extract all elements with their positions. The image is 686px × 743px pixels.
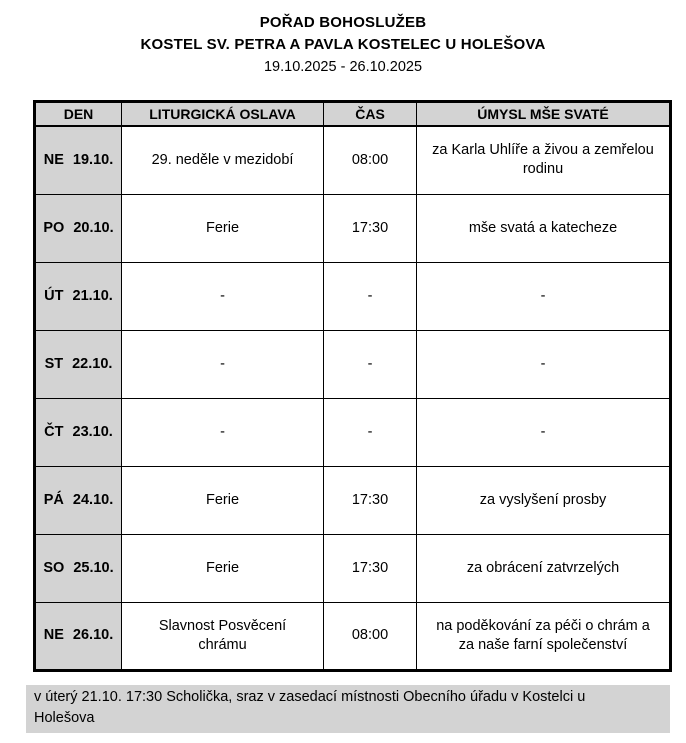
schedule-table-header: DEN LITURGICKÁ OSLAVA ČAS ÚMYSL MŠE SVAT… bbox=[34, 101, 671, 127]
column-header-liturgicka-oslava: LITURGICKÁ OSLAVA bbox=[121, 101, 324, 127]
time-cell: - bbox=[323, 397, 417, 467]
day-cell: ST 22.10. bbox=[34, 329, 122, 399]
celebration-text: Slavnost Posvěcení chrámu bbox=[158, 617, 287, 653]
intention-text: - bbox=[540, 423, 546, 440]
day-abbrev: PÁ bbox=[43, 491, 64, 508]
time-cell: 17:30 bbox=[323, 193, 417, 263]
table-row: PO 20.10. Ferie 17:30 mše svatá a kateche… bbox=[34, 193, 671, 263]
day-cell: NE 26.10. bbox=[34, 601, 122, 671]
column-header-umysl-mse-svate: ÚMYSL MŠE SVATÉ bbox=[416, 101, 671, 127]
table-row: NE 26.10. Slavnost Posvěcení chrámu 08:00… bbox=[34, 601, 671, 671]
intention-cell: - bbox=[416, 329, 671, 399]
time-cell: - bbox=[323, 329, 417, 399]
celebration-cell: Slavnost Posvěcení chrámu bbox=[121, 601, 324, 671]
footer-note: v úterý 21.10. 17:30 Scholička, sraz v z… bbox=[26, 684, 670, 733]
intention-text: za obrácení zatvrzelých bbox=[466, 559, 620, 576]
celebration-cell: Ferie bbox=[121, 193, 324, 263]
intention-text: - bbox=[540, 355, 546, 372]
time-cell: 17:30 bbox=[323, 465, 417, 535]
day-cell: PÁ 24.10. bbox=[34, 465, 122, 535]
page-subtitle: KOSTEL SV. PETRA A PAVLA KOSTELEC U HOLE… bbox=[140, 36, 546, 53]
celebration-cell: - bbox=[121, 397, 324, 467]
day-cell: PO 20.10. bbox=[34, 193, 122, 263]
time-cell: 08:00 bbox=[323, 601, 417, 671]
time-cell: 08:00 bbox=[323, 125, 417, 195]
schedule-table-body: NE 19.10. 29. neděle v mezidobí 08:00 za … bbox=[34, 125, 671, 671]
day-abbrev: ÚT bbox=[44, 287, 64, 304]
day-abbrev: SO bbox=[43, 559, 65, 576]
day-abbrev: ST bbox=[44, 355, 64, 372]
celebration-cell: - bbox=[121, 329, 324, 399]
intention-cell: - bbox=[416, 261, 671, 331]
celebration-text: Ferie bbox=[205, 559, 240, 576]
celebration-text: - bbox=[220, 287, 225, 304]
celebration-text: - bbox=[220, 423, 225, 440]
day-date: 22.10. bbox=[72, 355, 113, 372]
schedule-table: DEN LITURGICKÁ OSLAVA ČAS ÚMYSL MŠE SVAT… bbox=[33, 100, 672, 672]
table-row: ČT 23.10. - - - bbox=[34, 397, 671, 467]
day-cell: SO 25.10. bbox=[34, 533, 122, 603]
day-cell: NE 19.10. bbox=[34, 125, 122, 195]
day-date: 19.10. bbox=[72, 151, 114, 168]
intention-cell: za Karla Uhlíře a živou a zemřelou rodin… bbox=[416, 125, 671, 195]
page-title: POŘAD BOHOSLUŽEB bbox=[259, 14, 427, 31]
column-header-cas: ČAS bbox=[323, 101, 417, 127]
column-header-den: DEN bbox=[34, 101, 122, 127]
day-abbrev: PO bbox=[43, 219, 65, 236]
day-abbrev: NE bbox=[43, 151, 64, 168]
intention-text: za vyslyšení prosby bbox=[479, 491, 607, 508]
celebration-text: 29. neděle v mezidobí bbox=[151, 151, 294, 168]
celebration-cell: - bbox=[121, 261, 324, 331]
header-row: DEN LITURGICKÁ OSLAVA ČAS ÚMYSL MŠE SVAT… bbox=[34, 101, 671, 127]
intention-text: mše svatá a katecheze bbox=[468, 219, 618, 236]
intention-cell: - bbox=[416, 397, 671, 467]
day-date: 24.10. bbox=[72, 491, 114, 508]
intention-cell: za obrácení zatvrzelých bbox=[416, 533, 671, 603]
day-date: 20.10. bbox=[73, 219, 114, 236]
time-cell: 17:30 bbox=[323, 533, 417, 603]
title-block: POŘAD BOHOSLUŽEB KOSTEL SV. PETRA A PAVL… bbox=[0, 0, 686, 78]
time-cell: - bbox=[323, 261, 417, 331]
day-date: 23.10. bbox=[72, 423, 113, 440]
intention-text: na poděkování za péči o chrám a za naše … bbox=[436, 617, 650, 653]
day-date: 21.10. bbox=[72, 287, 113, 304]
celebration-text: Ferie bbox=[205, 219, 240, 236]
table-row: ST 22.10. - - - bbox=[34, 329, 671, 399]
day-abbrev: ČT bbox=[44, 423, 64, 440]
celebration-cell: Ferie bbox=[121, 533, 324, 603]
date-range: 19.10.2025 - 26.10.2025 bbox=[263, 59, 423, 75]
table-row: PÁ 24.10. Ferie 17:30 za vyslyšení prosby bbox=[34, 465, 671, 535]
intention-cell: na poděkování za péči o chrám a za naše … bbox=[416, 601, 671, 671]
celebration-text: Ferie bbox=[205, 491, 240, 508]
table-row: ÚT 21.10. - - - bbox=[34, 261, 671, 331]
intention-text: - bbox=[540, 287, 546, 304]
day-cell: ÚT 21.10. bbox=[34, 261, 122, 331]
celebration-cell: Ferie bbox=[121, 465, 324, 535]
day-date: 25.10. bbox=[73, 559, 114, 576]
intention-cell: mše svatá a katecheze bbox=[416, 193, 671, 263]
day-cell: ČT 23.10. bbox=[34, 397, 122, 467]
celebration-text: - bbox=[220, 355, 225, 372]
table-row: NE 19.10. 29. neděle v mezidobí 08:00 za … bbox=[34, 125, 671, 195]
intention-cell: za vyslyšení prosby bbox=[416, 465, 671, 535]
intention-text: za Karla Uhlíře a živou a zemřelou rodin… bbox=[432, 142, 654, 178]
table-row: SO 25.10. Ferie 17:30 za obrácení zatvrze… bbox=[34, 533, 671, 603]
celebration-cell: 29. neděle v mezidobí bbox=[121, 125, 324, 195]
day-date: 26.10. bbox=[72, 627, 114, 643]
day-abbrev: NE bbox=[43, 627, 64, 643]
